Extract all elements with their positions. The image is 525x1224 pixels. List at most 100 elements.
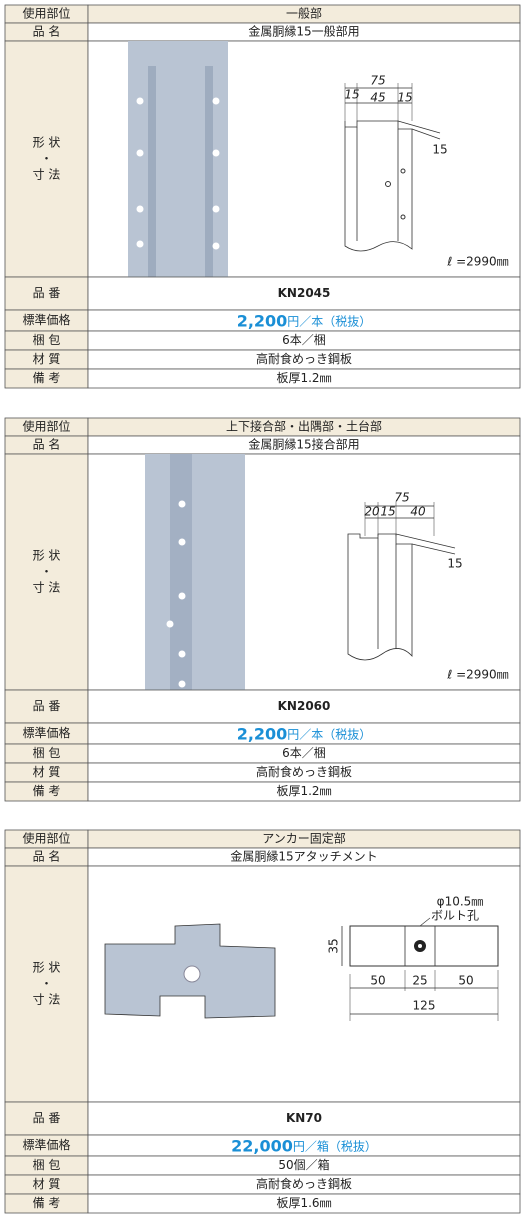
row-label: 材 質 <box>33 764 61 779</box>
row-value: 上下接合部・出隅部・土台部 <box>226 419 382 434</box>
photo-hole <box>178 650 186 658</box>
photo-hole <box>178 538 186 546</box>
row-value: 6本／梱 <box>282 746 326 760</box>
drawing-hole <box>385 181 391 187</box>
label-cell <box>4 276 89 311</box>
dimension: 50 <box>458 974 473 988</box>
photo-fold <box>170 454 192 690</box>
photo-hole <box>136 205 144 213</box>
row-label: 品 名 <box>33 437 61 452</box>
dimension: 15 <box>447 557 462 571</box>
dimension: 15 <box>397 91 412 105</box>
dimension: 20 <box>364 505 380 519</box>
photo-hole <box>166 620 174 628</box>
photo-hole <box>178 500 186 508</box>
photo-hole <box>212 149 220 157</box>
photo-hole <box>212 205 220 213</box>
row-label: 備 考 <box>33 783 61 798</box>
photo-hole <box>136 240 144 248</box>
photo-hole <box>178 680 186 688</box>
row-label: 標準価格 <box>22 725 70 740</box>
row-value: 板厚1.2㎜ <box>276 784 331 798</box>
value-cell <box>87 276 521 311</box>
dimension: 15 <box>344 88 359 102</box>
photo-hole <box>178 592 186 600</box>
row-value: 板厚1.6㎜ <box>276 1196 331 1210</box>
drawing-line <box>411 128 441 140</box>
dimension: 75 <box>370 74 385 88</box>
value-cell <box>87 368 521 389</box>
photo-hole <box>136 97 144 105</box>
row-label: 備 考 <box>33 1195 61 1210</box>
row-label: ・ <box>40 565 52 579</box>
row-label: 使用部位 <box>22 419 70 434</box>
price-amount: 22,000 <box>231 1136 293 1155</box>
price: 22,000円／箱（税抜） <box>231 1136 377 1155</box>
label-cell <box>4 689 89 724</box>
row-value: 6本／梱 <box>282 333 326 347</box>
row-value: 一般部 <box>286 6 322 21</box>
drawing-line <box>344 120 413 252</box>
row-label: 標準価格 <box>22 312 70 327</box>
value-cell <box>87 781 521 802</box>
row-label: 寸 法 <box>33 993 61 1007</box>
dimension: 75 <box>394 491 409 505</box>
label-cell <box>4 40 89 278</box>
dimension: 50 <box>370 974 385 988</box>
photo-fold <box>205 66 213 277</box>
row-value: 金属胴縁15アタッチメント <box>230 849 377 864</box>
dimension: 40 <box>410 505 426 519</box>
price-unit: 円／本（税抜） <box>287 314 371 328</box>
drawing-hole <box>400 168 406 174</box>
photo-hole <box>136 149 144 157</box>
photo-hole <box>212 97 220 105</box>
price-amount: 2,200 <box>237 724 288 743</box>
value-cell <box>87 689 521 724</box>
dimension: 15 <box>380 505 395 519</box>
price-amount: 2,200 <box>237 311 288 330</box>
dimension: ℓ =2990㎜ <box>446 255 508 269</box>
price-unit: 円／箱（税抜） <box>293 1138 377 1153</box>
drawing-outline <box>349 925 499 967</box>
row-label: 品 番 <box>33 1111 61 1125</box>
row-value: 高耐食めっき鋼板 <box>256 1176 352 1191</box>
product-code: KN2060 <box>278 699 331 713</box>
value-cell <box>87 1193 521 1214</box>
dimension: ℓ =2990㎜ <box>446 668 508 682</box>
row-label: 梱 包 <box>33 1158 61 1172</box>
drawing-line <box>347 533 413 661</box>
row-label: 梱 包 <box>33 333 61 347</box>
row-label: 使用部位 <box>22 831 70 846</box>
dimension: φ10.5㎜ <box>437 895 484 909</box>
drawing-line <box>395 533 456 549</box>
row-label: 材 質 <box>33 351 61 366</box>
row-value: 金属胴縁15接合部用 <box>248 437 359 452</box>
row-label: ・ <box>40 977 52 991</box>
photo-hole <box>212 242 220 250</box>
dimension: 35 <box>327 938 341 953</box>
photo-fold <box>148 66 156 277</box>
row-value: 高耐食めっき鋼板 <box>256 764 352 779</box>
row-label: 標準価格 <box>22 1137 70 1152</box>
product-code: KN70 <box>286 1111 322 1125</box>
price-unit: 円／本（税抜） <box>287 727 371 741</box>
row-value: 50個／箱 <box>278 1157 329 1172</box>
row-label: 寸 法 <box>33 168 61 182</box>
row-label: 品 名 <box>33 24 61 39</box>
dimension: ボルト孔 <box>431 909 479 923</box>
dimension: 45 <box>370 91 385 105</box>
row-label: 形 状 <box>33 961 61 975</box>
drawing-hole <box>400 214 406 220</box>
dimension: 15 <box>432 143 447 157</box>
row-label: 形 状 <box>33 136 61 150</box>
drawing-line <box>397 120 441 134</box>
row-label: 品 名 <box>33 849 61 864</box>
row-label: 寸 法 <box>33 581 61 595</box>
price: 2,200円／本（税抜） <box>237 724 372 743</box>
product-photo <box>145 454 245 690</box>
row-value: アンカー固定部 <box>262 831 346 846</box>
photo-hole <box>183 965 201 983</box>
row-label: 梱 包 <box>33 746 61 760</box>
label-cell <box>4 453 89 691</box>
